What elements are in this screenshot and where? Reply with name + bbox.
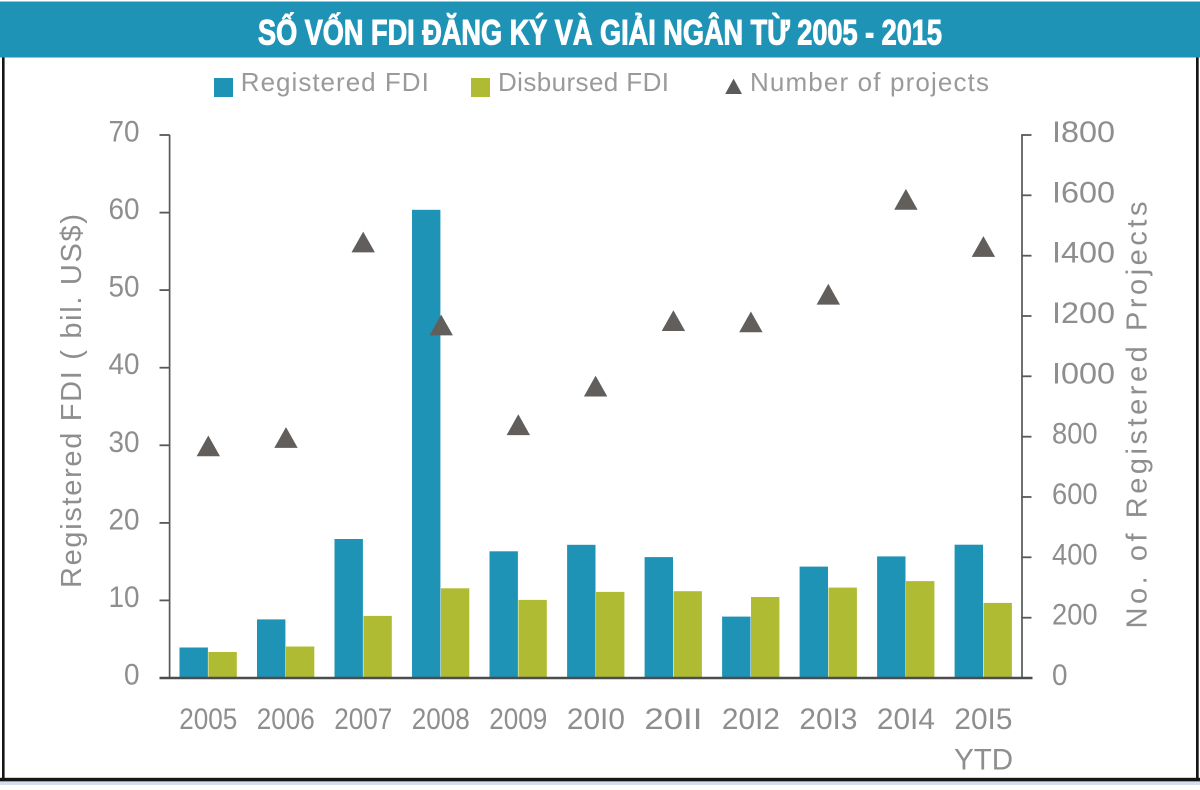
svg-text:I600: I600: [1052, 176, 1115, 209]
svg-text:20I0: 20I0: [567, 703, 625, 736]
svg-text:I400: I400: [1052, 237, 1115, 270]
svg-text:Registered FDI ( bil. US$): Registered FDI ( bil. US$): [56, 214, 88, 588]
svg-text:200: 200: [1052, 599, 1098, 632]
svg-text:Registered FDI: Registered FDI: [241, 67, 429, 97]
svg-text:400: 400: [1052, 538, 1098, 571]
svg-text:0: 0: [1052, 659, 1068, 692]
svg-text:50: 50: [109, 271, 140, 304]
svg-text:No. of Registered Projects: No. of Registered Projects: [1122, 202, 1154, 629]
svg-text:Number of projects: Number of projects: [750, 67, 989, 97]
svg-text:YTD: YTD: [954, 744, 1013, 777]
svg-text:SỐ VỐN FDI ĐĂNG KÝ VÀ GIẢI NGÂ: SỐ VỐN FDI ĐĂNG KÝ VÀ GIẢI NGÂN TỪ 2005 …: [258, 13, 942, 53]
svg-text:0: 0: [124, 659, 140, 692]
svg-text:2009: 2009: [489, 703, 547, 736]
svg-text:I200: I200: [1052, 297, 1115, 330]
svg-text:2007: 2007: [334, 703, 392, 736]
svg-text:20: 20: [109, 503, 140, 536]
svg-text:2006: 2006: [257, 703, 315, 736]
svg-text:20I5: 20I5: [954, 703, 1012, 736]
svg-text:10: 10: [109, 581, 140, 614]
svg-text:60: 60: [109, 193, 140, 226]
svg-text:20I4: 20I4: [877, 703, 935, 736]
svg-text:30: 30: [109, 426, 140, 459]
svg-text:2005: 2005: [179, 703, 237, 736]
svg-text:Disbursed FDI: Disbursed FDI: [498, 67, 669, 97]
svg-text:40: 40: [109, 348, 140, 381]
svg-text:20II: 20II: [644, 703, 702, 736]
svg-text:600: 600: [1052, 478, 1098, 511]
svg-text:20I2: 20I2: [722, 703, 780, 736]
svg-text:2008: 2008: [412, 703, 470, 736]
svg-text:20I3: 20I3: [799, 703, 857, 736]
svg-text:I800: I800: [1052, 116, 1115, 149]
svg-text:800: 800: [1052, 418, 1098, 451]
svg-text:70: 70: [109, 116, 140, 149]
svg-text:I000: I000: [1052, 357, 1115, 390]
